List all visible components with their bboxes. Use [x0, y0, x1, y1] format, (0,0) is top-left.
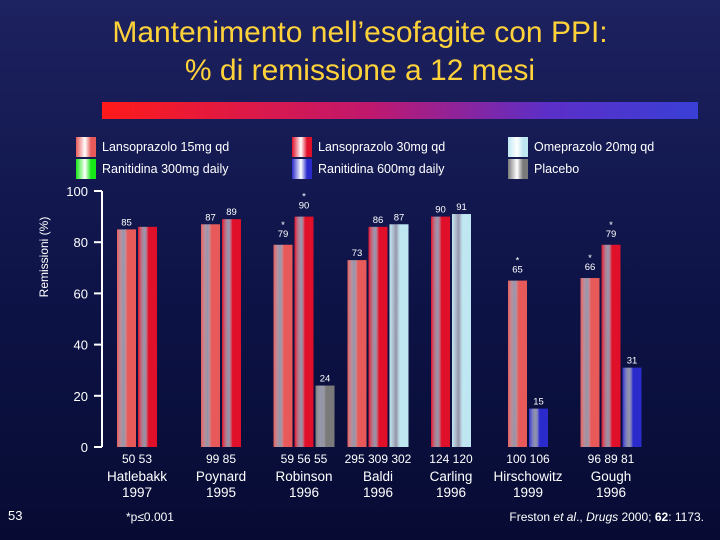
- bar-robinson-lanso30: [294, 216, 314, 447]
- legend-label-omep20: Omeprazolo 20mg qd: [534, 140, 655, 154]
- study-n-carling: 124 120: [429, 452, 473, 466]
- bar-baldi-lanso30: [368, 226, 388, 447]
- legend-label-ranit600: Ranitidina 600mg daily: [318, 162, 445, 176]
- legend-swatch-ranit300: [76, 159, 96, 179]
- y-tick-label-100: 100: [66, 184, 88, 199]
- bar-label-poynard-lanso15: 87: [205, 212, 216, 223]
- bar-label-robinson-lanso15: 79: [278, 229, 289, 240]
- bar-label-gough-lanso15: 66: [585, 262, 596, 273]
- legend-label-lanso15: Lansoprazolo 15mg qd: [102, 140, 230, 154]
- study-name-carling: Carling: [430, 469, 473, 484]
- legend-label-ranit300: Ranitidina 300mg daily: [102, 162, 229, 176]
- study-year-hirschowitz: 1999: [513, 485, 543, 500]
- study-year-baldi: 1996: [363, 485, 393, 500]
- study-year-robinson: 1996: [289, 485, 319, 500]
- bar-star-gough-lanso30: *: [609, 220, 613, 231]
- bar-label-robinson-placebo: 24: [320, 374, 331, 385]
- slide-number: 53: [8, 508, 23, 523]
- study-n-poynard: 99 85: [206, 452, 236, 466]
- y-tick-label-20: 20: [74, 389, 88, 404]
- study-n-hirschowitz: 100 106: [506, 452, 550, 466]
- study-year-poynard: 1995: [206, 485, 236, 500]
- study-n-robinson: 59 56 55: [281, 452, 328, 466]
- study-name-baldi: Baldi: [363, 469, 393, 484]
- study-year-hatlebakk: 1997: [122, 485, 152, 500]
- study-name-hatlebakk: Hatlebakk: [107, 469, 167, 484]
- bar-baldi-lanso15: [347, 260, 367, 447]
- study-name-poynard: Poynard: [196, 469, 246, 484]
- bar-label-gough-ranit600: 31: [627, 356, 638, 367]
- bar-gough-lanso30: [601, 244, 621, 447]
- bar-label-carling-omep20: 91: [456, 202, 467, 213]
- study-year-carling: 1996: [436, 485, 466, 500]
- bar-star-robinson-lanso15: *: [281, 220, 285, 231]
- citation-year: 2000;: [618, 510, 655, 524]
- bar-label-robinson-lanso30: 90: [299, 201, 310, 212]
- bar-label-poynard-lanso30: 89: [226, 207, 237, 218]
- accent-bar: [102, 102, 698, 119]
- y-tick-label-60: 60: [74, 286, 88, 301]
- study-n-gough: 96 89 81: [588, 452, 635, 466]
- bar-star-robinson-lanso30: *: [302, 192, 306, 203]
- bar-gough-ranit600: [622, 367, 642, 447]
- bar-label-baldi-omep20: 87: [394, 212, 405, 223]
- slide-title-line-2: % di remissione a 12 mesi: [184, 54, 536, 87]
- bar-hirschowitz-ranit600: [529, 408, 548, 447]
- bar-label-hirschowitz-ranit600: 15: [533, 397, 544, 408]
- y-tick-label-80: 80: [74, 235, 88, 250]
- study-name-hirschowitz: Hirschowitz: [493, 469, 562, 484]
- citation: Freston et al., Drugs 2000; 62: 1173.: [509, 510, 704, 524]
- bar-gough-lanso15: [580, 278, 600, 447]
- study-name-robinson: Robinson: [275, 469, 332, 484]
- bar-robinson-placebo: [315, 385, 335, 447]
- bar-label-gough-lanso30: 79: [606, 229, 617, 240]
- bar-baldi-omep20: [389, 224, 409, 447]
- bar-star-gough-lanso15: *: [588, 253, 592, 264]
- legend-swatch-lanso15: [76, 137, 96, 157]
- study-n-baldi: 295 309 302: [345, 452, 412, 466]
- bar-label-hirschowitz-lanso15: 65: [512, 265, 523, 276]
- bar-hatlebakk-lanso30: [138, 226, 157, 447]
- citation-mid: .,: [576, 510, 587, 524]
- study-year-gough: 1996: [596, 485, 626, 500]
- bar-label-baldi-lanso15: 73: [352, 248, 363, 259]
- bar-carling-omep20: [452, 214, 471, 447]
- legend-swatch-placebo: [508, 159, 528, 179]
- slide-title: Mantenimento nell’esofagite con PPI: % d…: [0, 14, 720, 90]
- bar-label-baldi-lanso30: 86: [373, 215, 384, 226]
- slide-title-line-1: Mantenimento nell’esofagite con PPI:: [112, 16, 608, 49]
- bar-hirschowitz-lanso15: [508, 280, 527, 447]
- bar-robinson-lanso15: [273, 244, 293, 447]
- legend-label-placebo: Placebo: [534, 162, 580, 176]
- bar-carling-lanso30: [431, 216, 450, 447]
- y-tick-label-40: 40: [74, 338, 88, 353]
- study-name-gough: Gough: [591, 469, 632, 484]
- bar-label-hatlebakk-lanso15: 85: [121, 217, 132, 228]
- legend-swatch-lanso30: [292, 137, 312, 157]
- citation-etal: et al: [553, 510, 577, 524]
- legend-swatch-ranit600: [292, 159, 312, 179]
- citation-volume: 62: [654, 510, 669, 524]
- bar-hatlebakk-lanso15: [117, 229, 136, 447]
- bar-star-hirschowitz-lanso15: *: [516, 256, 520, 267]
- significance-footnote: *p≤0.001: [126, 510, 174, 524]
- study-n-hatlebakk: 50 53: [122, 452, 152, 466]
- citation-pages: : 1173.: [668, 510, 704, 524]
- bar-poynard-lanso30: [222, 219, 241, 447]
- citation-prefix: Freston: [509, 510, 554, 524]
- bar-label-carling-lanso30: 90: [435, 205, 446, 216]
- legend-label-lanso30: Lansoprazolo 30mg qd: [318, 140, 446, 154]
- legend-swatch-omep20: [508, 137, 528, 157]
- bar-poynard-lanso15: [201, 224, 220, 447]
- y-tick-label-0: 0: [81, 440, 88, 455]
- citation-journal: Drugs: [586, 510, 619, 524]
